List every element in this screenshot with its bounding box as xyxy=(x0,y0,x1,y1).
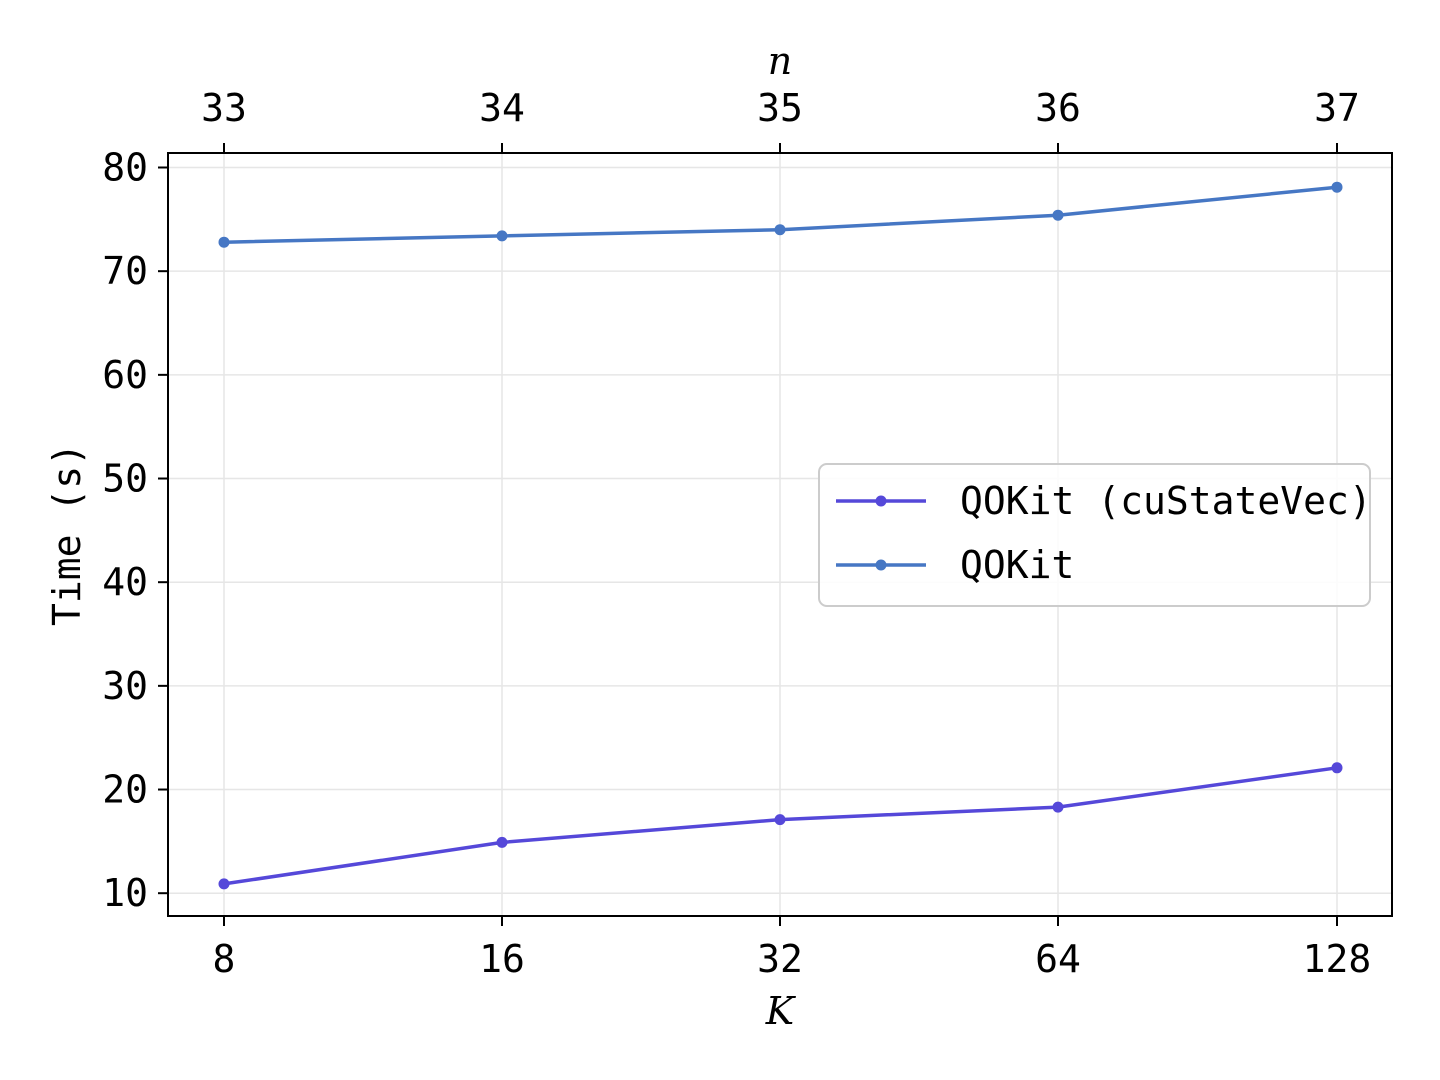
y-tick-label: 60 xyxy=(102,353,148,397)
top-x-tick-label: 37 xyxy=(1314,86,1360,130)
data-point xyxy=(1331,181,1343,193)
data-point xyxy=(774,224,786,236)
y-tick-label: 10 xyxy=(102,871,148,915)
legend-marker xyxy=(875,495,887,507)
top-x-tick-label: 35 xyxy=(757,86,803,130)
y-tick-label: 50 xyxy=(102,457,148,501)
data-point xyxy=(218,236,230,248)
y-axis-title: Time (s) xyxy=(45,443,89,626)
x-tick-label: 8 xyxy=(213,937,236,981)
data-point xyxy=(496,230,508,242)
data-point xyxy=(1331,762,1343,774)
y-tick-label: 20 xyxy=(102,768,148,812)
top-x-axis-title: n xyxy=(768,39,792,83)
legend: QOKit (cuStateVec) QOKit xyxy=(818,463,1372,607)
data-point xyxy=(218,878,230,890)
x-tick-label: 64 xyxy=(1035,937,1081,981)
top-x-tick-label: 36 xyxy=(1035,86,1081,130)
legend-label: QOKit (cuStateVec) xyxy=(960,479,1372,523)
legend-box xyxy=(818,463,1371,607)
y-tick-label: 30 xyxy=(102,664,148,708)
legend-marker xyxy=(875,559,887,571)
x-tick-label: 32 xyxy=(757,937,803,981)
data-point xyxy=(1052,209,1064,221)
y-tick-label: 80 xyxy=(102,146,148,190)
y-tick-label: 40 xyxy=(102,560,148,604)
top-x-tick-label: 34 xyxy=(479,86,525,130)
y-tick-label: 70 xyxy=(102,249,148,293)
legend-label: QOKit xyxy=(960,543,1074,587)
x-tick-label: 16 xyxy=(479,937,525,981)
series-layer xyxy=(218,181,1343,890)
x-tick-label: 128 xyxy=(1303,937,1372,981)
x-axis-title: K xyxy=(765,989,797,1033)
data-point xyxy=(774,814,786,826)
data-point xyxy=(1052,801,1064,813)
axis-ticks: 8 33 16 34 32 35 64 36 128 37 10 20 30 40 50 60 70 80 xyxy=(102,86,1371,981)
data-point xyxy=(496,836,508,848)
top-x-tick-label: 33 xyxy=(201,86,247,130)
